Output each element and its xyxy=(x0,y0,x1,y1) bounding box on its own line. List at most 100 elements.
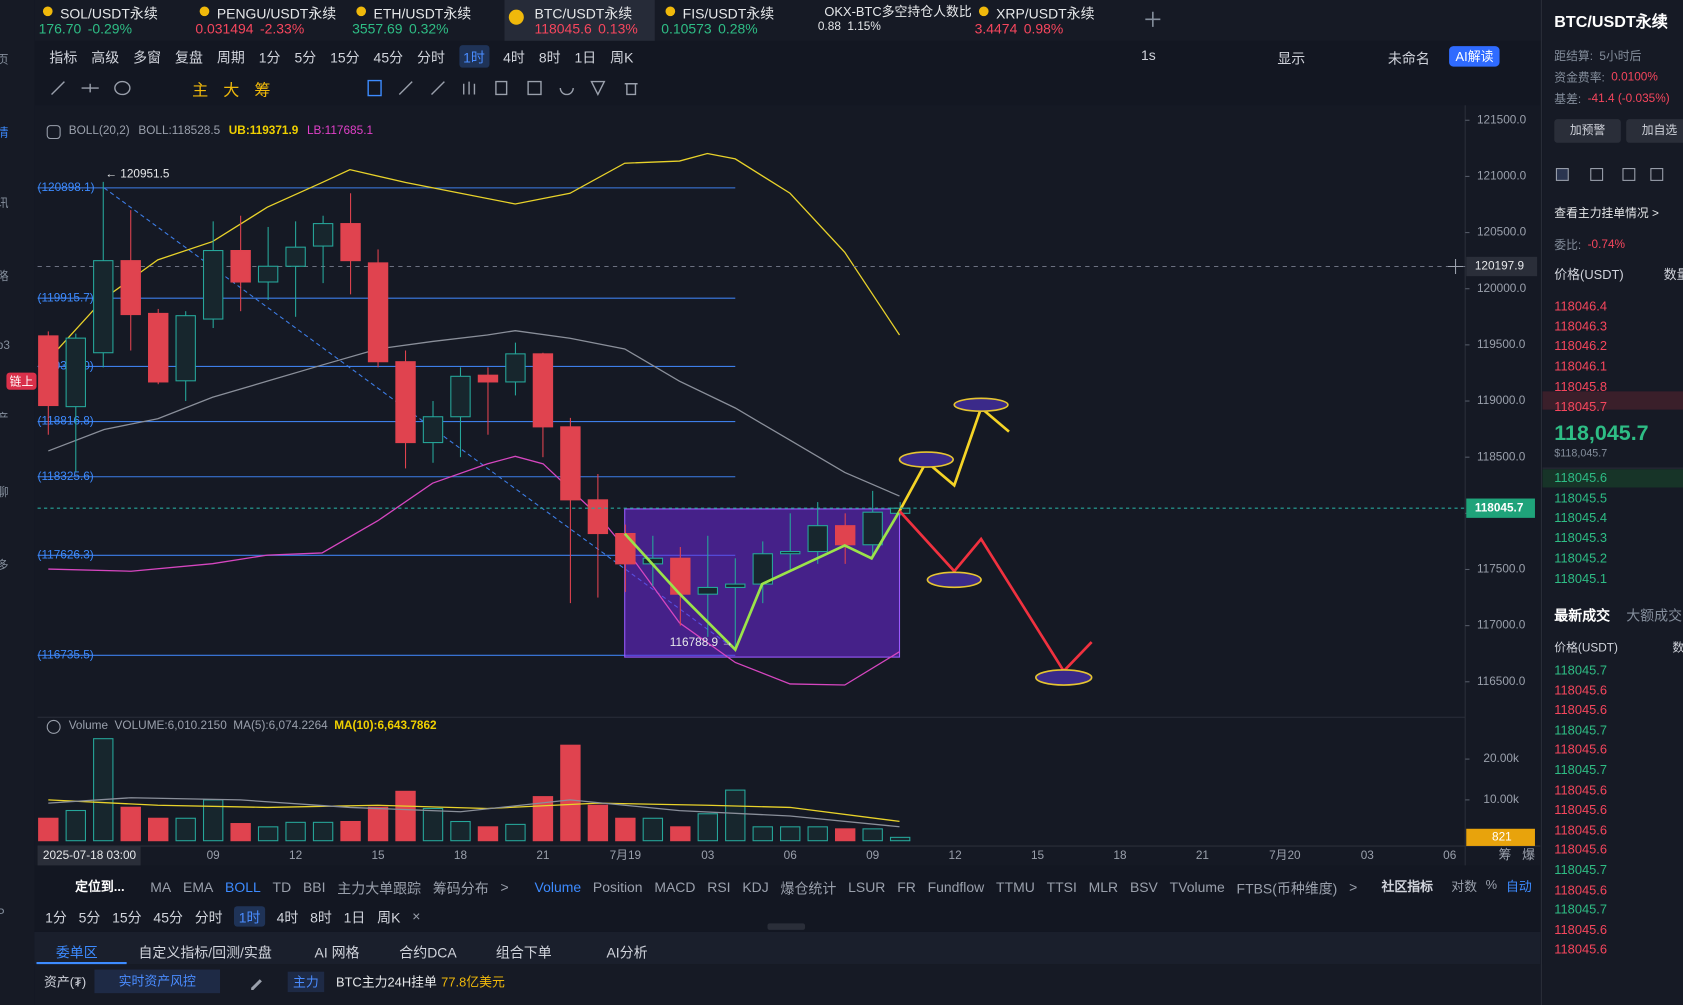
resize-handle[interactable] xyxy=(767,923,806,930)
locate-button[interactable]: 定位到... xyxy=(75,879,125,895)
period-button[interactable]: 1日 xyxy=(343,909,366,926)
more-button[interactable]: > xyxy=(1349,879,1358,896)
period-button[interactable]: 1日 xyxy=(574,48,597,65)
chart-option[interactable]: 自动 xyxy=(1505,879,1532,895)
indicator-tab[interactable]: MACD xyxy=(654,879,696,896)
chart-option[interactable]: 对数 xyxy=(1451,879,1478,895)
ticker-tab[interactable]: ETH/USDT永续 3557.69 0.32% xyxy=(350,0,500,41)
indicator-tab[interactable]: 筹码分布 xyxy=(432,880,489,897)
draw-tool[interactable]: 主 xyxy=(192,81,209,100)
indicator-tab[interactable]: 爆仓统计 xyxy=(780,880,837,897)
sidebar-item[interactable]: 情 xyxy=(0,123,9,140)
indicator-tab[interactable]: RSI xyxy=(707,879,731,896)
risk-button[interactable]: 实时资产风控 xyxy=(94,969,221,994)
indicator-tab[interactable]: Position xyxy=(592,879,643,896)
crosshair-time-tag xyxy=(37,846,141,866)
period-button[interactable]: 分时 xyxy=(416,48,445,65)
indicator-tab[interactable]: BSV xyxy=(1129,879,1158,896)
ask-highlight xyxy=(1542,391,1683,410)
sidebar-item[interactable]: 聊 xyxy=(0,483,9,500)
sidebar-item[interactable]: 多 xyxy=(0,556,9,573)
indicator-tab[interactable]: Fundflow xyxy=(927,879,985,896)
period-button[interactable]: 1分 xyxy=(45,909,67,926)
toolbar-right-button[interactable]: 显示 xyxy=(1277,50,1306,67)
chart-option[interactable]: 社区指标 xyxy=(1381,879,1434,895)
more-button[interactable]: > xyxy=(500,879,509,896)
ai-button[interactable]: AI解读 xyxy=(1449,46,1500,67)
indicator-tab[interactable]: KDJ xyxy=(742,879,769,896)
panel-button[interactable]: 加自选 xyxy=(1626,119,1683,143)
period-button[interactable]: 8时 xyxy=(310,909,332,926)
period-button[interactable]: 4时 xyxy=(503,48,525,65)
indicator-tab[interactable]: TVolume xyxy=(1169,879,1225,896)
bottom-tab[interactable]: 合约DCA xyxy=(399,944,457,961)
indicator-tab[interactable]: LSUR xyxy=(848,879,886,896)
period-button[interactable]: 1时 xyxy=(458,44,490,68)
period-button[interactable]: 15分 xyxy=(112,909,142,926)
sidebar-item[interactable]: 略 xyxy=(0,267,9,284)
ticker-tab[interactable]: SOL/USDT永续 176.70 -0.29% xyxy=(36,0,186,41)
period-button[interactable]: 分时 xyxy=(194,909,223,926)
toolbar-button[interactable]: 多窗 xyxy=(133,48,162,65)
sidebar-item[interactable]: 页 xyxy=(0,50,9,67)
period-button[interactable]: 8时 xyxy=(538,48,561,65)
sidebar-item[interactable]: P xyxy=(0,907,5,920)
indicator-tab[interactable]: Volume xyxy=(534,879,582,896)
draw-tool[interactable]: 大 xyxy=(223,81,240,100)
x-tick-label: 12 xyxy=(289,848,302,862)
indicator-tab[interactable]: FTBS(币种维度) xyxy=(1236,880,1338,897)
indicator-tab[interactable]: EMA xyxy=(183,879,214,896)
period-button[interactable]: 15分 xyxy=(330,48,360,65)
ticker-tab[interactable]: OKX-BTC多空持仓人数比 0.88 1.15% xyxy=(816,0,972,41)
period-button[interactable]: 45分 xyxy=(153,909,183,926)
indicator-tab[interactable]: MA xyxy=(150,879,172,896)
indicator-tab[interactable]: TD xyxy=(272,879,292,896)
period-button[interactable]: 1时 xyxy=(234,906,265,927)
candle-body xyxy=(38,335,59,407)
sidebar-item[interactable]: 讯 xyxy=(0,194,9,211)
indicator-tab[interactable]: 主力大单跟踪 xyxy=(337,880,422,897)
toolbar-button[interactable]: 复盘 xyxy=(175,48,203,65)
indicator-tab[interactable]: TTMU xyxy=(996,879,1035,896)
bottom-tab[interactable]: AI 网格 xyxy=(314,944,360,961)
toolbar-right-button[interactable]: 未命名 xyxy=(1387,50,1430,67)
period-button[interactable]: 周K xyxy=(610,48,634,65)
panel-button[interactable]: 加预警 xyxy=(1554,119,1621,143)
indicator-tab[interactable]: BOLL xyxy=(225,879,261,896)
ticker-tab[interactable]: PENGU/USDT永续 0.031494 -2.33% xyxy=(193,0,343,41)
period-button[interactable]: 5分 xyxy=(78,909,101,926)
toolbar-button[interactable]: 周期 xyxy=(216,48,245,65)
period-button[interactable]: 5分 xyxy=(294,48,317,65)
sidebar-item[interactable]: b3 xyxy=(0,339,10,353)
period-button[interactable]: 4时 xyxy=(276,909,299,926)
close-button[interactable]: × xyxy=(412,908,421,925)
period-button[interactable]: 45分 xyxy=(373,48,404,65)
indicator-tab[interactable]: FR xyxy=(897,879,916,896)
bid-highlight xyxy=(1542,469,1683,488)
ticker-tab[interactable]: BTC/USDT永续 118045.6 0.13% xyxy=(504,0,655,41)
volume-ma10 xyxy=(48,797,900,828)
indicator-tab[interactable]: MLR xyxy=(1088,879,1119,896)
bottom-tab[interactable]: 组合下单 xyxy=(495,944,552,961)
bottom-tab[interactable]: 委单区 xyxy=(55,944,98,961)
trade-tab[interactable]: 大额成交 xyxy=(1626,607,1683,624)
toolbar-button[interactable]: 高级 xyxy=(91,48,120,65)
sidebar-item[interactable]: 产 xyxy=(0,409,9,426)
bottom-tab[interactable]: AI分析 xyxy=(606,944,648,961)
period-button[interactable]: 1分 xyxy=(258,48,281,65)
period-button[interactable]: 周K xyxy=(377,909,401,926)
panel-stat: 基差: -41.4 (-0.035%) xyxy=(1554,90,1669,107)
trade-tab[interactable]: 最新成交 xyxy=(1554,607,1611,624)
toolbar-button[interactable]: 指标 xyxy=(49,48,78,65)
bottom-tab[interactable]: 自定义指标/回测/实盘 xyxy=(138,944,272,961)
ticker-tab[interactable]: FIS/USDT永续 0.10573 0.28% xyxy=(659,0,809,41)
add-tab[interactable] xyxy=(1144,6,1159,21)
indicator-tab[interactable]: BBI xyxy=(302,879,326,896)
depth-link[interactable]: 查看主力挂单情况 > xyxy=(1554,207,1659,221)
sidebar-item[interactable]: 链上 xyxy=(6,372,37,390)
ticker-tab[interactable]: XRP/USDT永续 3.4474 0.98% xyxy=(973,0,1123,41)
toolbar-right-button[interactable]: 1s xyxy=(1141,47,1156,64)
chart-option[interactable]: % xyxy=(1485,877,1498,893)
draw-tool[interactable]: 筹 xyxy=(254,81,271,100)
indicator-tab[interactable]: TTSI xyxy=(1046,879,1077,896)
